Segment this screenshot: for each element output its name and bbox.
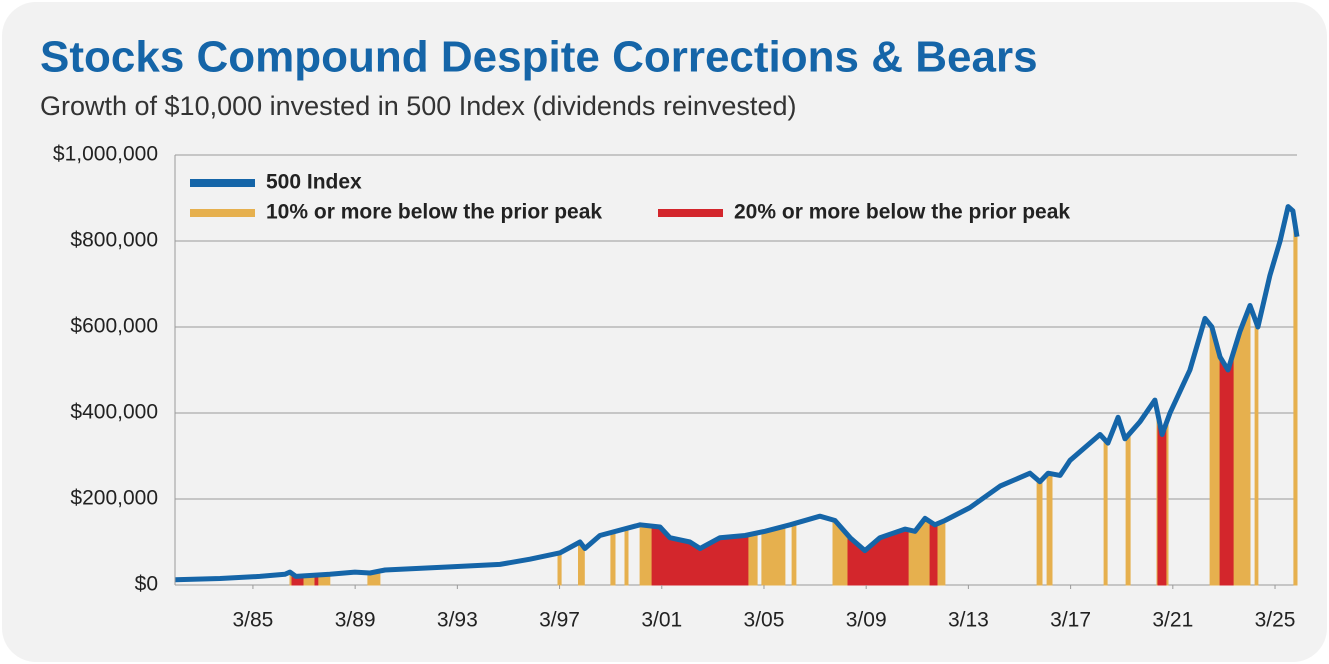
y-tick-label: $1,000,000 [53,143,158,166]
y-tick-label: $0 [135,573,158,596]
x-tick-label: 3/21 [1152,609,1193,632]
drawdown-band [1125,431,1131,586]
y-tick-label: $400,000 [70,401,158,424]
drawdown-band [1046,472,1053,586]
x-tick-label: 3/85 [232,609,273,632]
drawdown-band [791,522,797,586]
x-tick-label: 3/93 [437,609,478,632]
legend-label: 10% or more below the prior peak [266,201,602,224]
drawdown-band [1103,437,1108,586]
y-tick-label: $600,000 [70,315,158,338]
drawdown-band [1254,319,1259,586]
axes: $0 $200,000 $400,000 $600,000 $800,000 $1,000… [53,143,1296,632]
x-tick-label: 3/01 [641,609,682,632]
x-tick-label: 3/89 [335,609,376,632]
legend: 500 Index 10% or more below the prior pea… [190,171,1070,224]
x-tick-label: 3/97 [539,609,580,632]
drawdown-band [1036,478,1043,586]
chart-subtitle: Growth of $10,000 invested in 500 Index … [40,91,796,121]
drawdown-band [1219,353,1234,586]
x-tick-label: 3/25 [1255,609,1296,632]
y-tick-label: $200,000 [70,487,158,510]
drawdown-band [557,551,562,586]
drawdown-band [1157,414,1167,586]
chart-title: Stocks Compound Despite Corrections & Be… [40,33,1038,82]
x-tick-label: 3/13 [948,609,989,632]
drawdown-band [624,527,629,586]
x-tick-label: 3/09 [846,609,887,632]
series-line [174,204,1300,583]
lines [174,204,1300,583]
x-tick-label: 3/05 [744,609,785,632]
drawdown-band [1293,217,1298,586]
drawdown-band [929,520,938,586]
drawdown-band [610,530,616,586]
y-tick-label: $800,000 [70,229,158,252]
legend-label: 500 Index [266,171,362,194]
drawdown-band [761,525,786,586]
x-tick-label: 3/17 [1050,609,1091,632]
legend-label: 20% or more below the prior peak [734,201,1070,224]
